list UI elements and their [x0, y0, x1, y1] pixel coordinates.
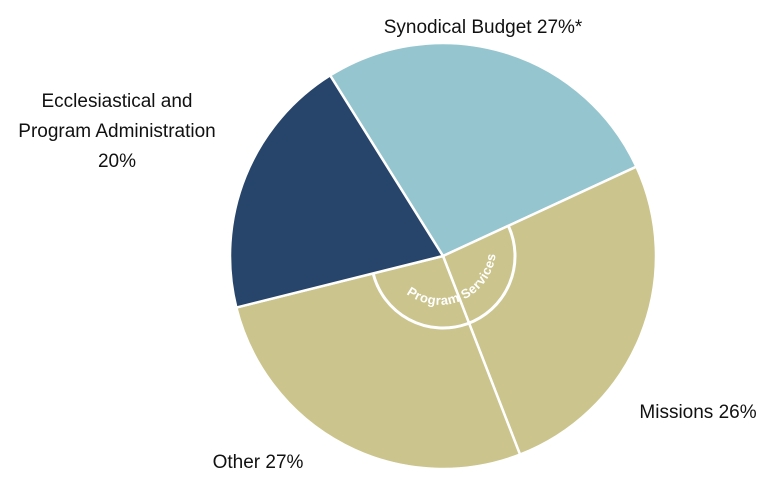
pie-slice: [441, 164, 658, 457]
slice-label: Synodical Budget 27%*: [353, 13, 613, 43]
value-label: 27%: [265, 452, 304, 473]
pie-slice: [328, 41, 639, 258]
category-name: Missions: [639, 402, 714, 423]
slice-label: Ecclesiastical and Program Administratio…: [7, 87, 227, 177]
category-name: Other: [212, 452, 261, 473]
slice-label: Missions 26%: [598, 398, 779, 428]
category-name: Synodical Budget: [383, 17, 532, 38]
value-label: 27%*: [536, 17, 583, 38]
value-label: 20%: [97, 151, 137, 172]
value-label: 26%: [718, 402, 757, 423]
category-name: Ecclesiastical and Program Administratio…: [18, 91, 216, 142]
slice-label: Other 27%: [158, 448, 358, 478]
pie-slice: [234, 254, 522, 470]
pie-slice: [228, 73, 445, 310]
annotation-arc: [371, 224, 517, 330]
